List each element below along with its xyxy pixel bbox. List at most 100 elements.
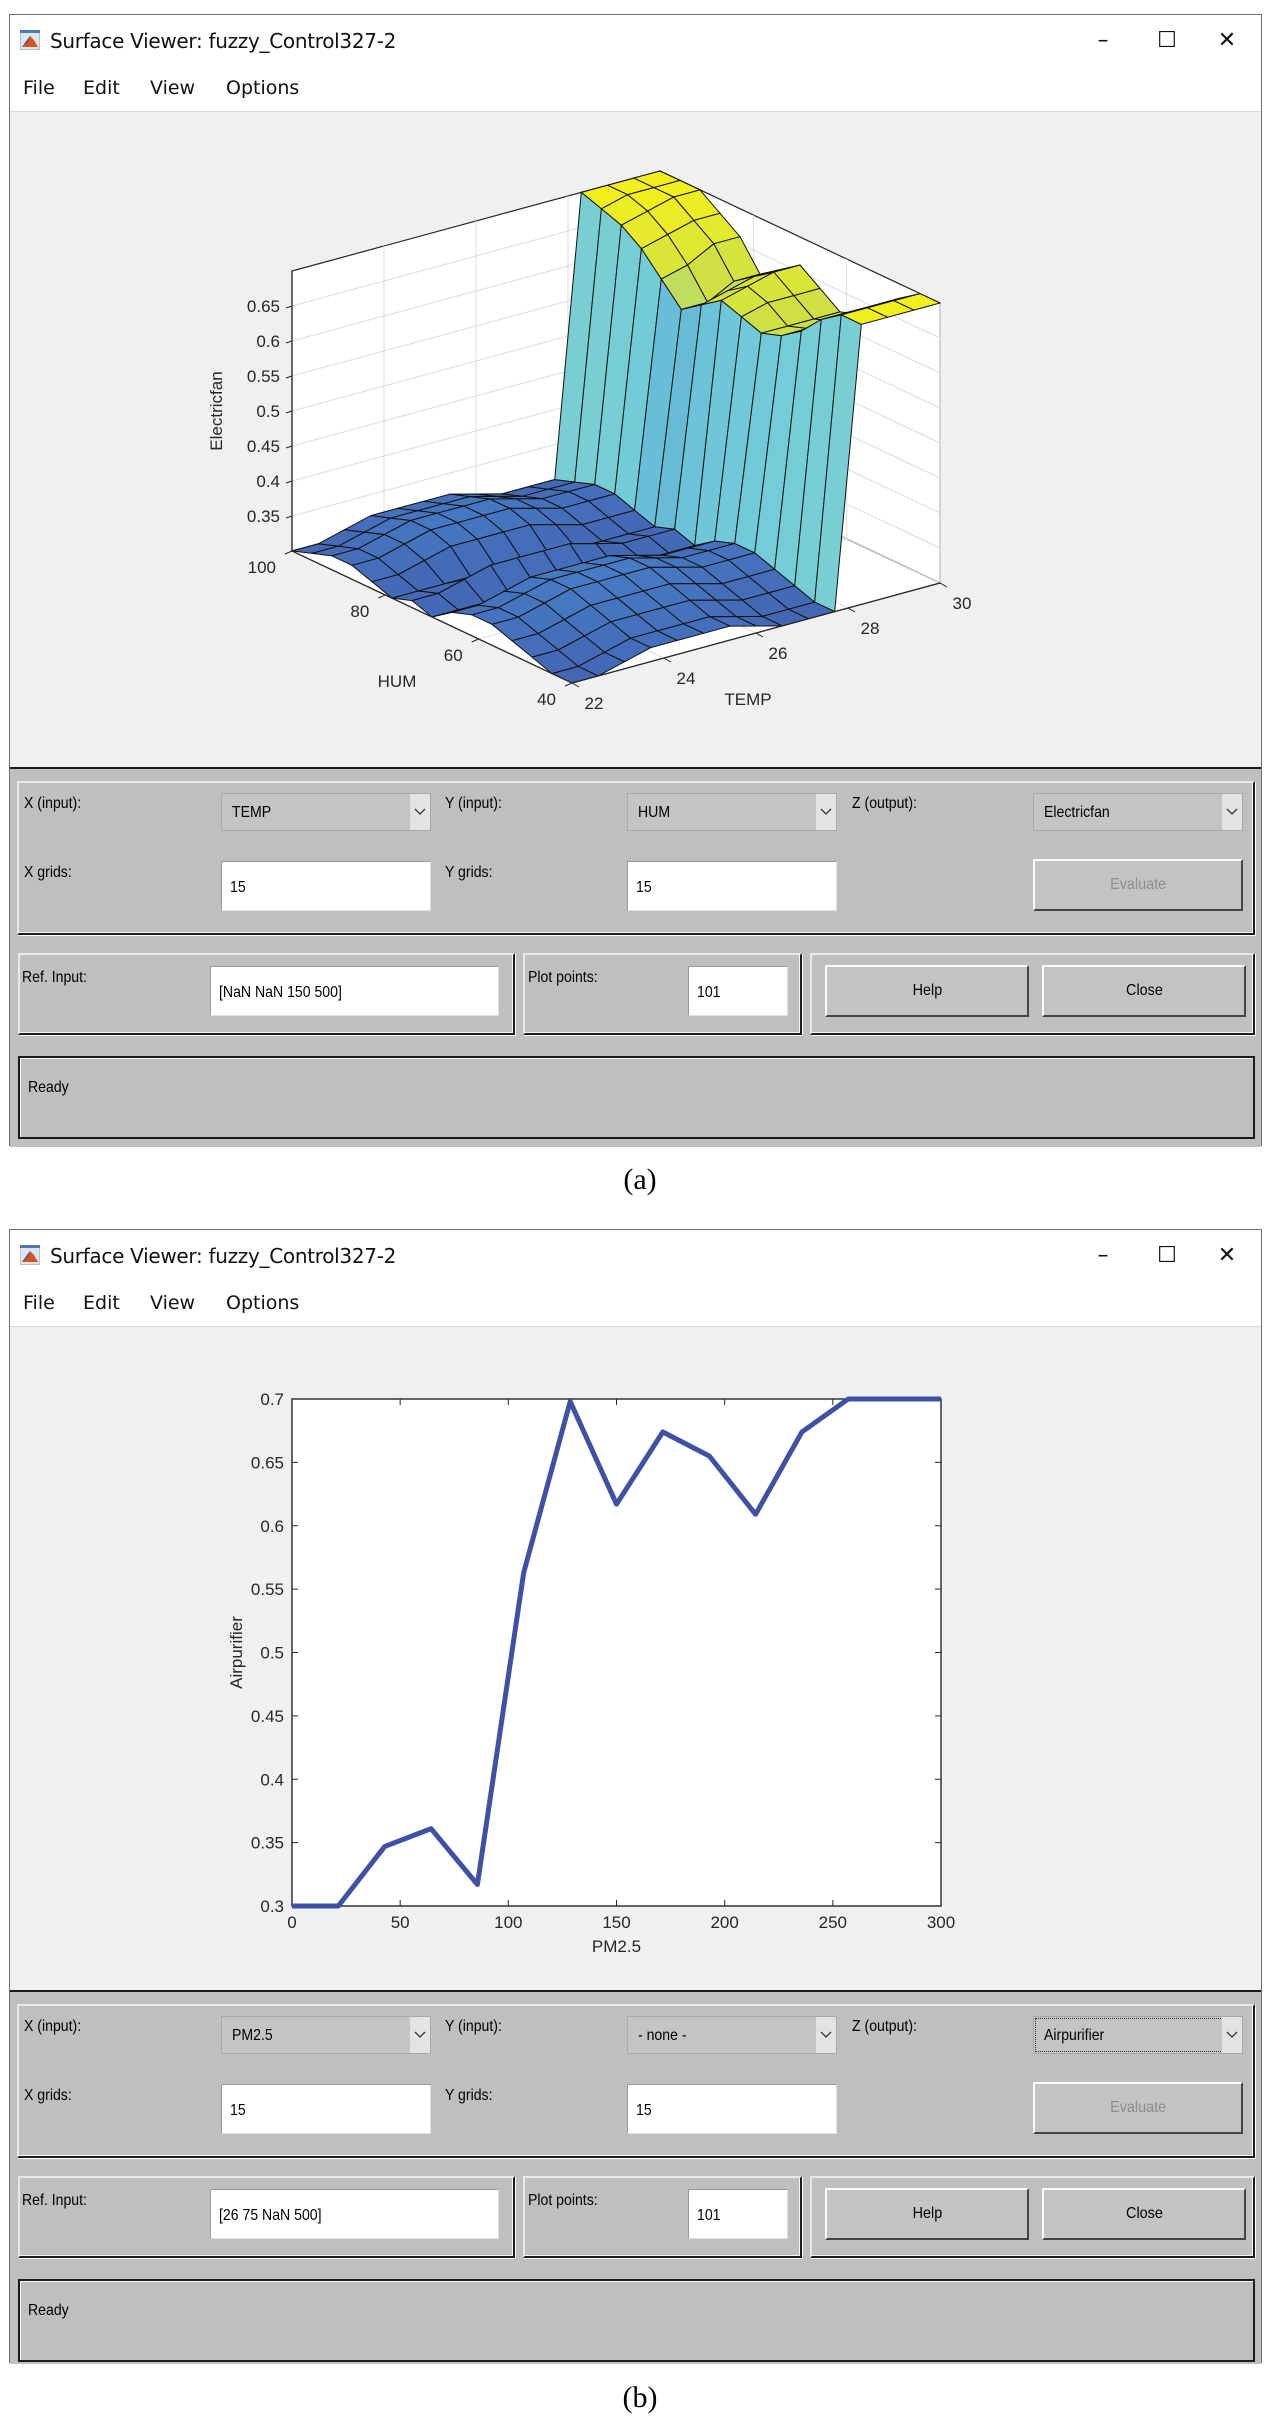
y-grids-input[interactable]: 15 xyxy=(627,2084,837,2134)
window-title: Surface Viewer: fuzzy_Control327-2 xyxy=(50,29,397,53)
plot-axes-box xyxy=(291,1398,942,1907)
chevron-down-icon xyxy=(1222,794,1242,830)
x-grids-input[interactable]: 15 xyxy=(221,2084,431,2134)
y-tick-label: 0.6 xyxy=(260,1517,284,1536)
ref-input-field[interactable]: [NaN NaN 150 500] xyxy=(210,966,499,1016)
figure-caption-a: (a) xyxy=(623,1163,657,1196)
x-grids-input[interactable]: 15 xyxy=(221,861,431,911)
surface-3d-chart[interactable]: 0.35 0.4 0.45 0.5 0.55 0.6 0.65 22 24 26 28 30 40 60 8… xyxy=(10,112,1261,767)
close-window-button[interactable]: ✕ xyxy=(1205,1238,1249,1272)
z-axis-label: Electricfan xyxy=(207,371,226,450)
z-output-dropdown[interactable]: Electricfan xyxy=(1033,793,1243,831)
maximize-icon: ☐ xyxy=(1157,27,1177,53)
window-title: Surface Viewer: fuzzy_Control327-2 xyxy=(50,1244,397,1268)
ref-input-frame xyxy=(18,953,515,1035)
x-grids-label: X grids: xyxy=(24,2087,72,2104)
ref-input-label: Ref. Input: xyxy=(22,2192,87,2209)
x-grids-label: X grids: xyxy=(24,864,72,881)
ref-input-field[interactable]: [26 75 NaN 500] xyxy=(210,2189,499,2239)
y-tick-label: 0.5 xyxy=(260,1644,284,1663)
minimize-icon: – xyxy=(1097,1242,1109,1268)
menu-bar: File Edit View Options xyxy=(10,65,1261,112)
y-axis-label: Airpurifier xyxy=(227,1616,246,1689)
z-output-value: Electricfan xyxy=(1044,804,1110,821)
x-input-dropdown[interactable]: TEMP xyxy=(221,793,431,831)
menu-options[interactable]: Options xyxy=(226,77,300,99)
line-chart[interactable]: 0 50 100 150 200 250 300 0.3 0.35 0.4 0.45 0.5 0.55 0… xyxy=(10,1327,1261,1990)
evaluate-label: Evaluate xyxy=(1109,2099,1167,2116)
y-tick-label: 0.7 xyxy=(260,1390,284,1409)
close-window-button[interactable]: ✕ xyxy=(1205,23,1249,57)
maximize-icon: ☐ xyxy=(1157,1242,1177,1268)
buttons-frame xyxy=(810,953,1255,1035)
x-tick-label: 22 xyxy=(585,694,604,713)
chevron-down-icon xyxy=(816,794,836,830)
maximize-button[interactable]: ☐ xyxy=(1145,23,1189,57)
x-input-label: X (input): xyxy=(24,2018,82,2035)
menu-file[interactable]: File xyxy=(23,77,55,99)
close-icon: ✕ xyxy=(1217,1242,1237,1268)
menu-view[interactable]: View xyxy=(150,1292,196,1314)
y-grids-label: Y grids: xyxy=(445,2087,493,2104)
electricfan-surface xyxy=(291,170,942,684)
z-output-label: Z (output): xyxy=(852,795,917,812)
close-button[interactable]: Close xyxy=(1042,2188,1246,2240)
y-grids-input[interactable]: 15 xyxy=(627,861,837,911)
plot-points-frame xyxy=(523,953,802,1035)
close-icon: ✕ xyxy=(1217,27,1237,53)
menu-options[interactable]: Options xyxy=(226,1292,300,1314)
x-tick-label: 200 xyxy=(710,1913,738,1932)
surface-viewer-window-a: Surface Viewer: fuzzy_Control327-2 – ☐ ✕… xyxy=(9,14,1262,1147)
airpurifier-series-line xyxy=(292,1396,941,1909)
help-button[interactable]: Help xyxy=(825,2188,1029,2240)
minimize-button[interactable]: – xyxy=(1081,23,1125,57)
buttons-frame xyxy=(810,2176,1255,2258)
menu-edit[interactable]: Edit xyxy=(83,77,120,99)
y-tick-label: 0.35 xyxy=(251,1834,284,1853)
surface-plot-area[interactable]: 0.35 0.4 0.45 0.5 0.55 0.6 0.65 22 24 26 28 30 40 60 8… xyxy=(10,112,1261,767)
y-tick-label: 40 xyxy=(537,690,556,709)
line-plot-area[interactable]: 0 50 100 150 200 250 300 0.3 0.35 0.4 0.45 0.5 0.55 0… xyxy=(10,1327,1261,1990)
surface-viewer-window-b: Surface Viewer: fuzzy_Control327-2 – ☐ ✕… xyxy=(9,1229,1262,2364)
chevron-down-icon xyxy=(816,2017,836,2053)
chevron-down-icon xyxy=(410,794,430,830)
y-tick-label: 60 xyxy=(444,646,463,665)
y-tick-label: 0.65 xyxy=(251,1453,284,1472)
x-tick-label: 50 xyxy=(391,1913,410,1932)
evaluate-button[interactable]: Evaluate xyxy=(1033,859,1243,911)
y-tick-label: 100 xyxy=(248,558,276,577)
status-text: Ready xyxy=(28,2302,69,2319)
control-panel: X (input): TEMP Y (input): HUM Z (output… xyxy=(10,767,1261,1147)
minimize-button[interactable]: – xyxy=(1081,1238,1125,1272)
ref-input-value: [NaN NaN 150 500] xyxy=(219,984,342,1001)
y-input-dropdown[interactable]: - none - xyxy=(627,2016,837,2054)
plot-points-input[interactable]: 101 xyxy=(688,966,788,1016)
close-button[interactable]: Close xyxy=(1042,965,1246,1017)
chevron-down-icon xyxy=(410,2017,430,2053)
close-label: Close xyxy=(1125,2205,1163,2222)
ref-input-frame xyxy=(18,2176,515,2258)
x-input-dropdown[interactable]: PM2.5 xyxy=(221,2016,431,2054)
menu-view[interactable]: View xyxy=(150,77,196,99)
ref-input-label: Ref. Input: xyxy=(22,969,87,986)
axes-settings-frame xyxy=(17,2004,1255,2158)
menu-edit[interactable]: Edit xyxy=(83,1292,120,1314)
z-output-dropdown[interactable]: Airpurifier xyxy=(1033,2016,1243,2054)
status-text: Ready xyxy=(28,1079,69,1096)
title-bar[interactable]: Surface Viewer: fuzzy_Control327-2 – ☐ ✕ xyxy=(10,1230,1261,1280)
plot-points-label: Plot points: xyxy=(528,969,598,986)
plot-points-input[interactable]: 101 xyxy=(688,2189,788,2239)
z-tick-label: 0.35 xyxy=(247,507,280,526)
menu-file[interactable]: File xyxy=(23,1292,55,1314)
y-grids-value: 15 xyxy=(636,879,652,896)
x-tick-label: 150 xyxy=(602,1913,630,1932)
evaluate-button[interactable]: Evaluate xyxy=(1033,2082,1243,2134)
maximize-button[interactable]: ☐ xyxy=(1145,1238,1189,1272)
help-button[interactable]: Help xyxy=(825,965,1029,1017)
status-frame xyxy=(18,2279,1255,2362)
axes-settings-frame xyxy=(17,781,1255,935)
evaluate-label: Evaluate xyxy=(1109,876,1167,893)
title-bar[interactable]: Surface Viewer: fuzzy_Control327-2 – ☐ ✕ xyxy=(10,15,1261,65)
y-input-dropdown[interactable]: HUM xyxy=(627,793,837,831)
x-tick-label: 26 xyxy=(769,644,788,663)
